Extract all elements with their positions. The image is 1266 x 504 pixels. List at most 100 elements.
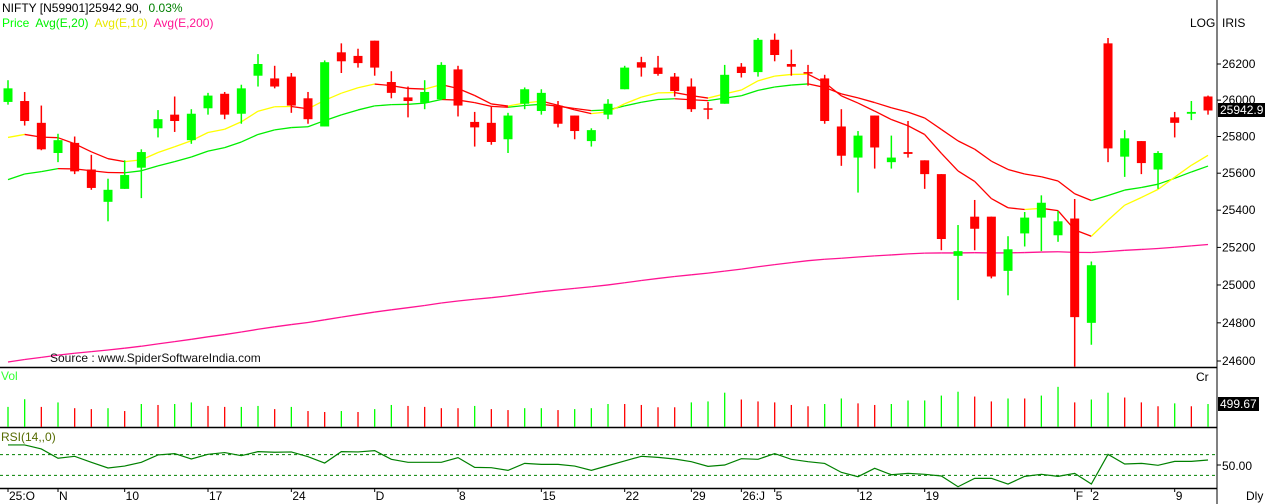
candle-body <box>1053 221 1063 236</box>
ema200-line-segment <box>357 311 375 316</box>
candle-body <box>320 62 330 127</box>
candle-body <box>1020 217 1030 234</box>
candle-body <box>953 251 963 256</box>
ema200-line-segment <box>407 304 425 309</box>
candle-body <box>253 64 263 76</box>
candle-body <box>903 152 913 154</box>
candle-body <box>1070 218 1080 318</box>
candle-body <box>536 92 546 112</box>
ema200-line-segment <box>607 282 625 286</box>
ema200-line-segment <box>724 268 742 272</box>
ema10-line-segment <box>907 125 925 136</box>
ema10-line-segment <box>1107 204 1126 221</box>
ema10-line-segment <box>57 137 75 145</box>
ema200-line-segment <box>741 266 759 270</box>
ema200-line-segment <box>807 258 825 262</box>
volume-title: Vol <box>1 369 18 383</box>
candle-body <box>836 126 846 156</box>
ema20-line-segment <box>224 141 242 149</box>
ema200-line-segment <box>624 279 642 284</box>
candle-body <box>203 95 213 109</box>
candle-body <box>653 67 663 74</box>
ema10-line-segment <box>1007 207 1025 211</box>
ema10-line-segment <box>341 87 359 94</box>
ema20-line-segment <box>957 140 975 150</box>
ema200-line-segment <box>674 274 692 278</box>
candle-body <box>186 113 196 141</box>
rsi-line <box>8 444 1209 488</box>
ema20-line-segment <box>257 129 275 136</box>
candle-body <box>1186 111 1196 114</box>
x-tick-label: 5 <box>776 489 783 503</box>
candle-body <box>53 140 63 153</box>
candle-body <box>220 93 230 115</box>
candle-body <box>170 114 180 122</box>
ema20-line-segment <box>491 105 509 108</box>
ema10-line-segment <box>1157 176 1176 190</box>
ema20-line-segment <box>1141 183 1159 189</box>
ema20-line-segment <box>357 105 375 111</box>
candle-body <box>336 52 346 62</box>
ema20-line-segment <box>757 86 775 92</box>
ema20-line-segment <box>1074 193 1092 202</box>
candle-body <box>1153 152 1163 170</box>
candle-body <box>886 157 896 163</box>
candle-body <box>353 55 363 64</box>
ema10-line-segment <box>157 146 175 154</box>
legend: Price Avg(E,20) Avg(E,10) Avg(E,200) <box>2 16 219 30</box>
candle-body <box>920 160 930 175</box>
ema200-line-segment <box>191 336 209 340</box>
price-change: 0.03% <box>148 1 183 15</box>
ema20-line-segment <box>857 97 875 104</box>
log-toggle[interactable]: LOG <box>1190 16 1216 30</box>
ema200-line-segment <box>791 260 809 264</box>
candle-body <box>1103 43 1113 149</box>
ema200-line-segment <box>641 277 659 282</box>
ema10-line-segment <box>774 73 792 77</box>
y-tick-label: 25600 <box>1222 166 1256 180</box>
ema200-line-segment <box>557 287 575 291</box>
candle-body <box>870 115 880 148</box>
ema10-line-segment <box>1191 154 1209 166</box>
ema200-line-segment <box>1091 250 1109 254</box>
ema200-line-segment <box>574 286 592 290</box>
y-tick-label: 25400 <box>1222 203 1256 217</box>
ema20-line-segment <box>157 160 175 167</box>
candle-body <box>236 88 246 114</box>
candle-body <box>1136 141 1146 164</box>
ema200-line-segment <box>224 331 242 336</box>
candle-body <box>470 121 480 128</box>
y-tick-label: 25800 <box>1222 130 1256 144</box>
candle-body <box>503 115 513 140</box>
ema10-line-segment <box>491 103 509 107</box>
ema10-line-segment <box>741 80 759 91</box>
ema200-line-segment <box>507 293 525 297</box>
ema20-line-segment <box>574 107 592 112</box>
ema10-line-segment <box>224 121 242 130</box>
period-label[interactable]: Dly <box>1246 489 1264 503</box>
y-tick-label: 25000 <box>1222 278 1256 292</box>
candle-body <box>1086 265 1096 323</box>
ema200-line-segment <box>107 347 125 351</box>
ema200-line-segment <box>441 300 459 304</box>
ema200-line-segment <box>474 297 492 300</box>
ema10-line-segment <box>957 170 976 182</box>
ema20-line-segment <box>1174 171 1192 179</box>
candle-body <box>1203 96 1213 111</box>
y-tick-label: 24800 <box>1222 316 1256 330</box>
ema200-line-segment <box>57 352 75 356</box>
candle-body <box>3 88 13 102</box>
ema10-line-segment <box>874 110 892 121</box>
x-tick-label: 2 <box>1092 489 1099 503</box>
last-price: 25942.90, <box>88 1 142 15</box>
ema10-line-segment <box>174 140 192 148</box>
candle-body <box>853 135 863 158</box>
x-tick-label: 19 <box>926 489 940 503</box>
ema20-line-segment <box>474 102 492 108</box>
ema200-line-segment <box>174 338 192 343</box>
rsi-mid-label: 50.00 <box>1222 459 1253 473</box>
x-tick-label: D <box>376 489 385 503</box>
ema20-line-segment <box>141 165 159 172</box>
ema20-line-segment <box>657 98 675 101</box>
ema10-line-segment <box>91 151 109 160</box>
